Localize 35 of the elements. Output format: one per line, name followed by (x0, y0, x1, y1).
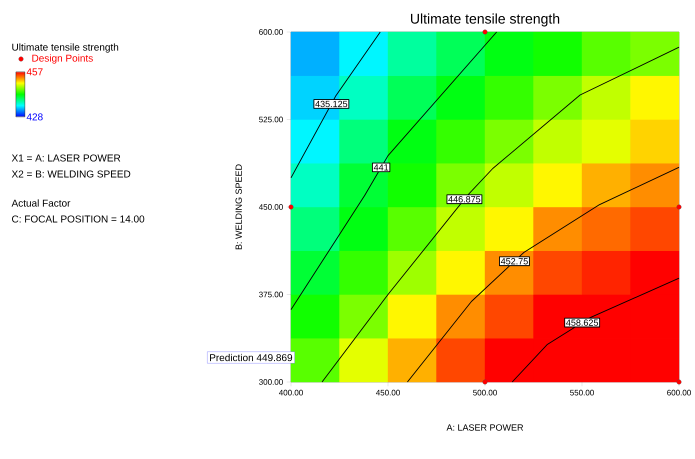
text: C: FOCAL POSITION = 14.00 (12, 215, 144, 223)
text: X2 = B: WELDING SPEED (12, 170, 130, 178)
text: Actual Factor (12, 199, 70, 207)
line-series (512, 278, 680, 382)
text: X1 = A: LASER POWER (12, 154, 120, 162)
line-series (406, 166, 680, 382)
legend-title: Ultimate tensile strength (12, 43, 118, 53)
y-tick-label: 525.00 (259, 116, 283, 122)
y-axis-title: B: WELDING SPEED (235, 164, 242, 250)
color-bar-label: 457 (26, 68, 43, 76)
y-tick-label: 300.00 (259, 379, 283, 385)
x-tick-label: 400.00 (278, 390, 303, 396)
line-series (290, 32, 498, 310)
chart-title: Ultimate tensile strength (410, 13, 560, 26)
point (288, 204, 294, 210)
x-axis-title: A: LASER POWER (446, 424, 524, 431)
series-label: 458.625 (566, 319, 598, 326)
point (676, 380, 682, 384)
y-tick-label: 450.00 (258, 204, 283, 210)
legend-label: Design Points (32, 54, 93, 64)
x-tick-label: 450.00 (376, 390, 400, 396)
x-tick-label: 600.00 (667, 390, 691, 396)
series-label: 446.875 (448, 196, 480, 202)
point (482, 380, 488, 384)
annotation: Prediction 449.869 (210, 354, 292, 362)
series-label: 441 (374, 164, 388, 170)
series-label: 452.75 (500, 258, 528, 264)
y-tick-label: 600.00 (259, 29, 283, 35)
color-bar-label: 428 (26, 113, 43, 120)
y-tick-label: 375.00 (259, 292, 283, 298)
x-tick-label: 500.00 (473, 390, 497, 396)
point (482, 30, 488, 34)
x-tick-label: 550.00 (570, 390, 594, 396)
point (676, 204, 682, 210)
series-label: 435.125 (315, 100, 348, 108)
